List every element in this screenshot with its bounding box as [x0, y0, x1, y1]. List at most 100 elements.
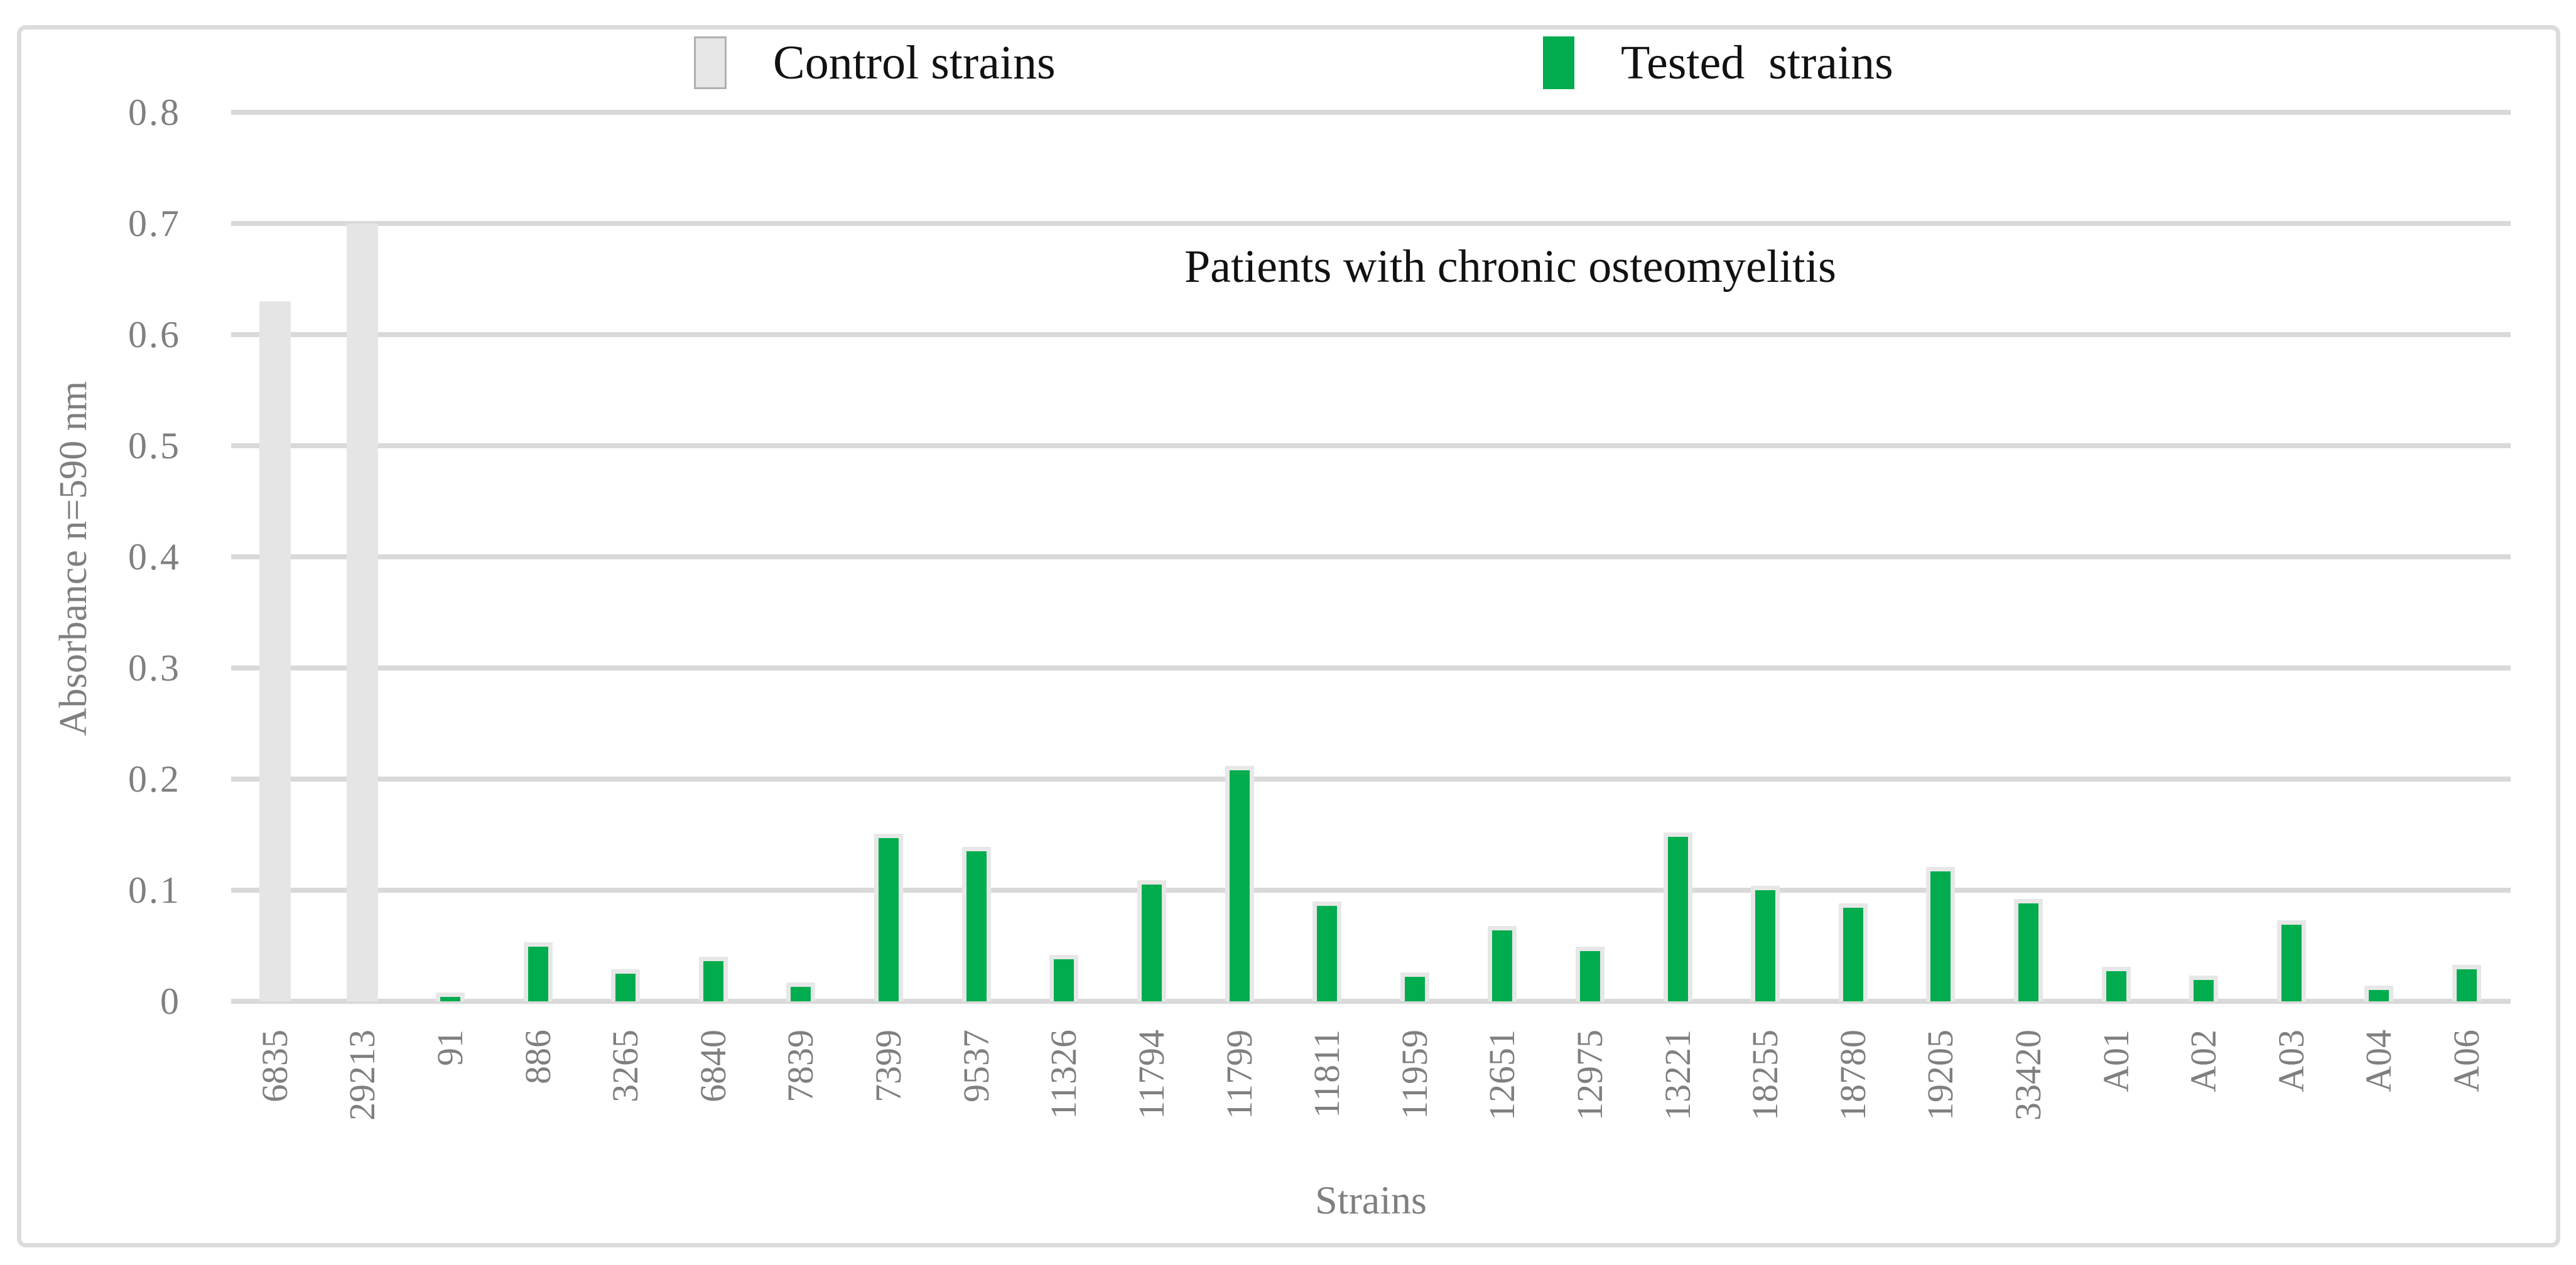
x-tick-slot-6835: 6835 — [231, 1030, 319, 1218]
bar-slot-33420 — [1984, 112, 2072, 1001]
bar-slot-7399 — [845, 112, 933, 1001]
bar-11811 — [1312, 901, 1342, 1001]
x-tick-label-91: 91 — [430, 1030, 471, 1066]
gridline-0.8 — [231, 110, 2511, 115]
bars-layer — [231, 112, 2511, 1001]
bar-slot-A04 — [2335, 112, 2423, 1001]
x-tick-slot-29213: 29213 — [319, 1030, 407, 1218]
x-tick-label-3265: 3265 — [605, 1030, 646, 1102]
bar-slot-9537 — [933, 112, 1020, 1001]
y-tick-label-0.3: 0.3 — [128, 647, 181, 689]
x-tick-slot-7399: 7399 — [845, 1030, 933, 1218]
bar-29213 — [347, 223, 379, 1001]
chart-title: Patients with chronic osteomyelitis — [1184, 241, 1836, 293]
bar-slot-12651 — [1459, 112, 1547, 1001]
x-tick-label-A01: A01 — [2095, 1030, 2136, 1092]
x-tick-label-11326: 11326 — [1043, 1030, 1085, 1119]
x-tick-slot-9537: 9537 — [933, 1030, 1020, 1218]
bar-slot-6840 — [669, 112, 757, 1001]
y-tick-label-0.8: 0.8 — [128, 92, 181, 133]
x-tick-slot-11326: 11326 — [1020, 1030, 1108, 1218]
bar-slot-18780 — [1809, 112, 1897, 1001]
bar-11959 — [1400, 972, 1429, 1001]
x-tick-label-A03: A03 — [2270, 1030, 2312, 1092]
x-tick-slot-13221: 13221 — [1634, 1030, 1722, 1218]
x-axis-title: Strains — [1315, 1178, 1427, 1222]
x-tick-label-886: 886 — [517, 1030, 558, 1084]
x-tick-slot-3265: 3265 — [582, 1030, 669, 1218]
bar-slot-13221 — [1634, 112, 1722, 1001]
x-tick-label-12651: 12651 — [1481, 1030, 1523, 1121]
y-tick-label-0.2: 0.2 — [128, 758, 181, 800]
bar-slot-91 — [406, 112, 494, 1001]
x-tick-label-6840: 6840 — [692, 1030, 733, 1102]
bar-A01 — [2101, 967, 2131, 1001]
bar-slot-7839 — [757, 112, 845, 1001]
bar-6840 — [698, 957, 728, 1001]
y-tick-label-0.4: 0.4 — [128, 536, 181, 578]
bar-91 — [436, 992, 465, 1001]
x-tick-label-A06: A06 — [2446, 1030, 2487, 1092]
gridline-0.5 — [231, 443, 2511, 448]
y-tick-label-0: 0 — [160, 981, 181, 1022]
bar-slot-18255 — [1721, 112, 1809, 1001]
bar-slot-11959 — [1371, 112, 1459, 1001]
x-tick-label-7399: 7399 — [868, 1030, 909, 1102]
bar-11326 — [1049, 954, 1079, 1001]
x-tick-label-A04: A04 — [2358, 1030, 2400, 1092]
bar-886 — [523, 942, 553, 1001]
x-tick-label-6835: 6835 — [254, 1030, 295, 1102]
bar-7399 — [874, 833, 904, 1001]
legend-item-control: Control strains — [694, 33, 1056, 93]
x-tick-label-18255: 18255 — [1745, 1030, 1786, 1121]
bar-slot-A02 — [2160, 112, 2248, 1001]
bar-12975 — [1575, 947, 1605, 1001]
gridline-0.7 — [231, 221, 2511, 226]
tested-strains-swatch — [1543, 36, 1574, 89]
bar-slot-886 — [494, 112, 582, 1001]
bar-slot-3265 — [582, 112, 669, 1001]
bar-slot-19205 — [1897, 112, 1985, 1001]
x-tick-label-7839: 7839 — [780, 1030, 821, 1102]
x-tick-slot-A06: A06 — [2423, 1030, 2511, 1218]
bar-6835 — [259, 301, 291, 1001]
x-tick-label-29213: 29213 — [342, 1030, 383, 1121]
x-tick-slot-886: 886 — [494, 1030, 582, 1218]
bar-A03 — [2276, 920, 2306, 1001]
x-tick-slot-A04: A04 — [2335, 1030, 2423, 1218]
x-tick-slot-18780: 18780 — [1809, 1030, 1897, 1218]
x-tick-slot-91: 91 — [406, 1030, 494, 1218]
bar-11794 — [1137, 880, 1166, 1001]
bar-12651 — [1488, 925, 1517, 1001]
x-tick-slot-A01: A01 — [2072, 1030, 2160, 1218]
gridline-0.2 — [231, 777, 2511, 782]
bar-11799 — [1225, 765, 1254, 1001]
x-tick-label-19205: 19205 — [1920, 1030, 1961, 1121]
bar-13221 — [1663, 832, 1692, 1001]
y-tick-label-0.7: 0.7 — [128, 203, 181, 244]
y-tick-label-0.6: 0.6 — [128, 314, 181, 355]
x-tick-label-11794: 11794 — [1130, 1030, 1172, 1119]
control-strains-swatch — [694, 36, 727, 89]
figure-frame — [17, 25, 2560, 1247]
x-tick-label-13221: 13221 — [1657, 1030, 1698, 1121]
legend-label-control: Control strains — [773, 36, 1056, 89]
x-tick-slot-A02: A02 — [2160, 1030, 2248, 1218]
legend-item-tested: Tested strains — [1543, 33, 1893, 93]
bar-slot-6835 — [231, 112, 319, 1001]
x-tick-label-33420: 33420 — [2007, 1030, 2048, 1121]
bar-slot-11799 — [1196, 112, 1284, 1001]
bar-18780 — [1838, 903, 1868, 1001]
bar-9537 — [961, 847, 991, 1001]
bar-A06 — [2452, 964, 2482, 1001]
gridline-0.4 — [231, 554, 2511, 559]
x-tick-slot-33420: 33420 — [1984, 1030, 2072, 1218]
gridline-0 — [231, 999, 2511, 1004]
bar-33420 — [2013, 899, 2043, 1001]
x-tick-label-11811: 11811 — [1306, 1030, 1348, 1118]
x-tick-label-11799: 11799 — [1218, 1030, 1260, 1119]
x-tick-label-9537: 9537 — [955, 1030, 997, 1102]
bar-7839 — [786, 982, 816, 1001]
bar-slot-11794 — [1108, 112, 1196, 1001]
